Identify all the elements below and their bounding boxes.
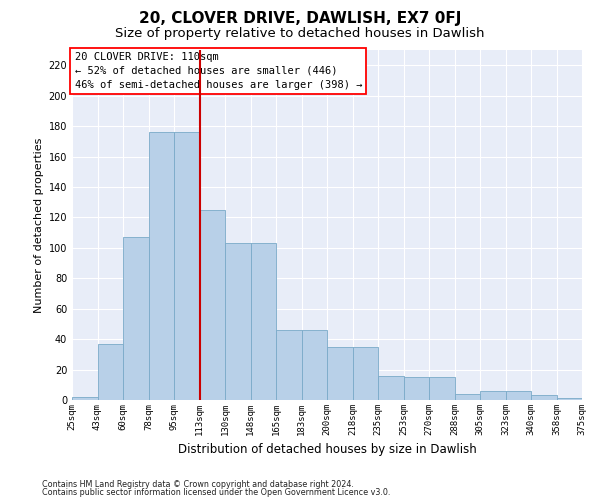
Bar [557,398,582,400]
Bar [97,344,123,400]
Bar [72,397,97,400]
Bar [353,346,378,400]
Bar [327,346,353,400]
Bar [378,376,404,400]
Bar [225,244,251,400]
Bar [251,244,276,400]
Bar [531,396,557,400]
X-axis label: Distribution of detached houses by size in Dawlish: Distribution of detached houses by size … [178,444,476,456]
Bar [199,210,225,400]
Bar [174,132,199,400]
Bar [480,391,505,400]
Y-axis label: Number of detached properties: Number of detached properties [34,138,44,312]
Bar [404,377,429,400]
Text: Size of property relative to detached houses in Dawlish: Size of property relative to detached ho… [115,28,485,40]
Text: Contains HM Land Registry data © Crown copyright and database right 2024.: Contains HM Land Registry data © Crown c… [42,480,354,489]
Text: 20, CLOVER DRIVE, DAWLISH, EX7 0FJ: 20, CLOVER DRIVE, DAWLISH, EX7 0FJ [139,11,461,26]
Bar [123,237,149,400]
Bar [149,132,174,400]
Text: 20 CLOVER DRIVE: 110sqm
← 52% of detached houses are smaller (446)
46% of semi-d: 20 CLOVER DRIVE: 110sqm ← 52% of detache… [74,52,362,90]
Bar [276,330,302,400]
Bar [505,391,531,400]
Bar [429,377,455,400]
Bar [455,394,480,400]
Text: Contains public sector information licensed under the Open Government Licence v3: Contains public sector information licen… [42,488,391,497]
Bar [302,330,327,400]
